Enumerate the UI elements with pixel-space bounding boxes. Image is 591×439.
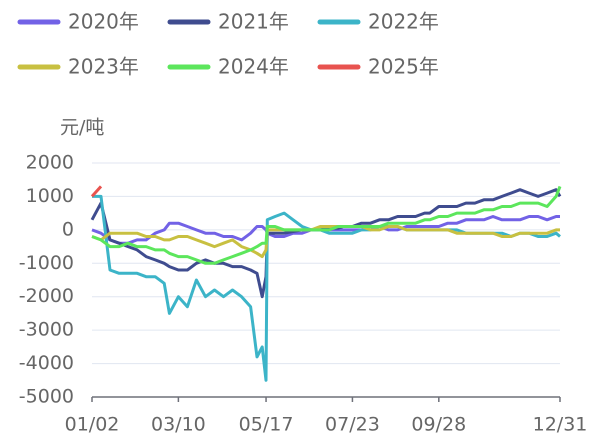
legend-label: 2025年 — [368, 55, 439, 79]
y-tick-label: -1000 — [19, 252, 74, 274]
y-tick-label: 2000 — [26, 152, 74, 174]
y-tick-label: -3000 — [19, 319, 74, 341]
series-line — [91, 225, 560, 259]
x-tick-label: 01/02 — [65, 414, 120, 436]
series-line — [92, 194, 561, 382]
y-tick-label: 0 — [62, 218, 74, 240]
series-line — [91, 185, 562, 265]
y-tick-label: -5000 — [19, 386, 74, 408]
y-tick-label: 1000 — [26, 185, 74, 207]
x-tick-label: 03/10 — [151, 414, 206, 436]
y-axis-label: 元/吨 — [60, 117, 104, 139]
legend-label: 2020年 — [68, 10, 139, 34]
legend-label: 2023年 — [68, 55, 139, 79]
x-tick-label: 05/17 — [239, 414, 294, 436]
x-tick-label: 09/28 — [411, 414, 466, 436]
x-tick-label: 12/31 — [533, 414, 588, 436]
y-tick-label: -4000 — [19, 352, 74, 374]
series-line — [90, 185, 103, 198]
x-tick-label: 07/23 — [325, 414, 380, 436]
y-tick-label: -2000 — [19, 285, 74, 307]
legend-label: 2021年 — [218, 10, 289, 34]
legend-label: 2024年 — [218, 55, 289, 79]
legend-label: 2022年 — [368, 10, 439, 34]
